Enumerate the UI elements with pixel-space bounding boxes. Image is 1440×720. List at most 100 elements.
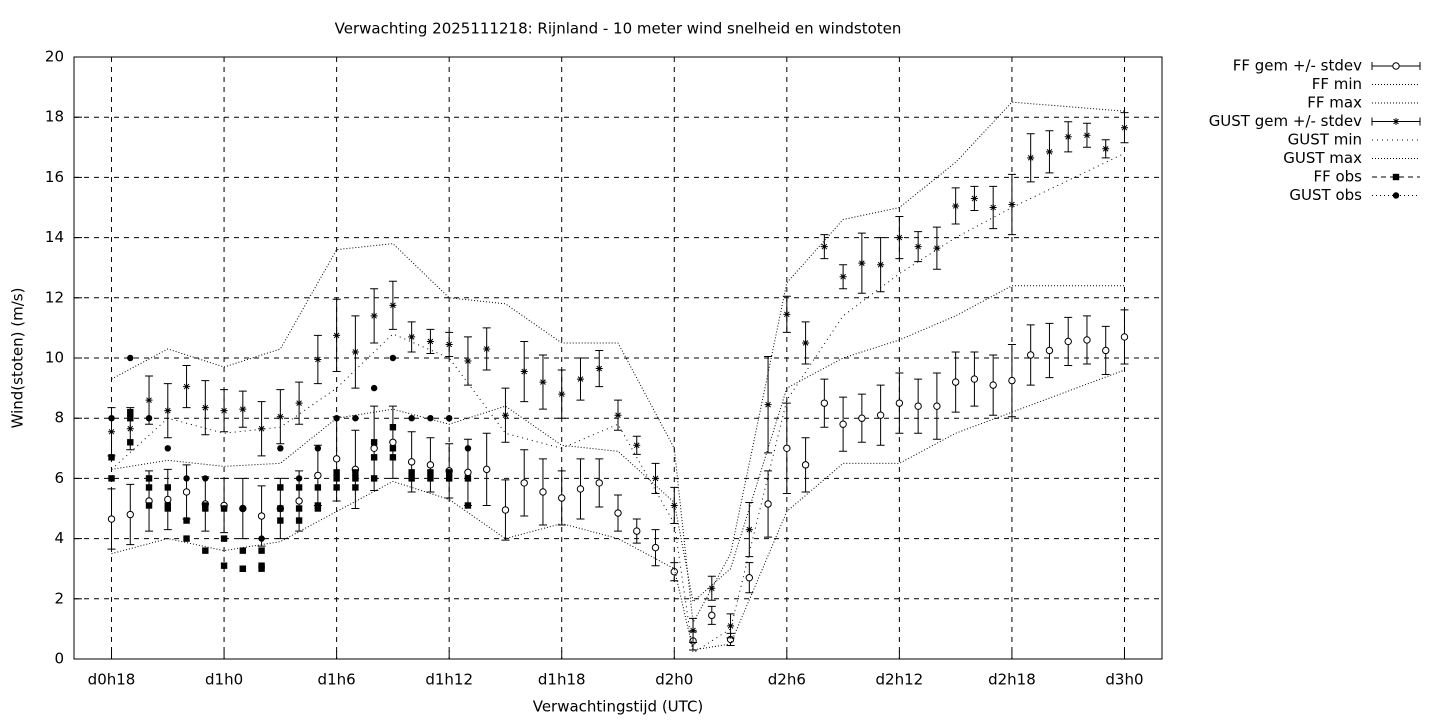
marker bbox=[333, 331, 341, 339]
marker bbox=[989, 381, 997, 389]
marker bbox=[352, 415, 359, 422]
marker bbox=[314, 484, 322, 491]
marker bbox=[202, 502, 209, 509]
legend-label: FF obs bbox=[1313, 168, 1362, 186]
marker bbox=[127, 354, 134, 362]
marker bbox=[858, 414, 866, 422]
y-tick-label: 10 bbox=[45, 349, 64, 367]
marker bbox=[595, 479, 603, 487]
y-tick-label: 0 bbox=[54, 650, 64, 668]
marker bbox=[764, 500, 772, 508]
y-tick-label: 20 bbox=[45, 48, 64, 66]
legend-label: FF gem +/- stdev bbox=[1233, 57, 1362, 75]
marker bbox=[220, 505, 228, 512]
marker bbox=[1045, 148, 1053, 156]
marker bbox=[389, 454, 397, 461]
marker bbox=[295, 517, 303, 524]
marker bbox=[127, 439, 134, 446]
marker bbox=[164, 407, 172, 415]
marker bbox=[501, 506, 510, 514]
y-tick-label: 18 bbox=[45, 108, 64, 126]
marker bbox=[183, 517, 190, 524]
marker bbox=[877, 261, 885, 269]
marker bbox=[951, 378, 960, 386]
marker bbox=[933, 402, 941, 410]
marker bbox=[933, 244, 941, 252]
marker bbox=[745, 574, 754, 582]
legend-label: GUST max bbox=[1283, 149, 1362, 167]
y-axis-label: Wind(stoten) (m/s) bbox=[9, 288, 27, 429]
marker bbox=[258, 425, 266, 433]
marker bbox=[314, 505, 322, 512]
marker bbox=[370, 444, 378, 452]
marker bbox=[333, 415, 340, 422]
marker bbox=[427, 475, 434, 482]
marker bbox=[407, 458, 416, 466]
x-tick-label: d0h18 bbox=[88, 671, 136, 689]
marker bbox=[352, 484, 359, 491]
marker bbox=[295, 497, 303, 505]
x-tick-label: d1h6 bbox=[318, 671, 356, 689]
marker bbox=[239, 405, 247, 413]
x-tick-label: d1h12 bbox=[425, 671, 473, 689]
marker bbox=[277, 505, 284, 512]
marker bbox=[370, 384, 378, 392]
marker bbox=[482, 465, 491, 474]
marker bbox=[970, 194, 978, 202]
marker bbox=[427, 469, 434, 476]
marker bbox=[427, 415, 434, 422]
marker bbox=[145, 484, 153, 491]
y-tick-label: 14 bbox=[45, 228, 64, 246]
marker bbox=[970, 375, 979, 383]
marker bbox=[952, 202, 960, 210]
legend-marker bbox=[1392, 62, 1400, 70]
x-tick-label: d1h0 bbox=[205, 671, 243, 689]
marker bbox=[426, 337, 434, 345]
marker bbox=[914, 402, 922, 410]
marker bbox=[1083, 131, 1091, 139]
marker bbox=[183, 475, 190, 482]
legend-marker bbox=[1392, 118, 1400, 125]
marker bbox=[652, 474, 660, 482]
marker bbox=[314, 356, 322, 364]
marker bbox=[201, 404, 209, 412]
y-tick-label: 8 bbox=[54, 409, 64, 427]
marker bbox=[708, 611, 716, 620]
range-line bbox=[111, 285, 1125, 603]
marker bbox=[370, 312, 378, 320]
marker bbox=[408, 469, 415, 476]
marker bbox=[1026, 351, 1035, 359]
marker bbox=[389, 424, 397, 431]
marker bbox=[389, 354, 397, 362]
marker bbox=[352, 469, 359, 476]
marker bbox=[1102, 145, 1110, 153]
marker bbox=[670, 501, 678, 509]
marker bbox=[464, 468, 472, 477]
marker bbox=[764, 401, 772, 409]
marker bbox=[333, 469, 340, 476]
marker bbox=[576, 375, 584, 383]
marker bbox=[108, 428, 116, 436]
marker bbox=[1064, 133, 1072, 141]
marker bbox=[426, 461, 435, 469]
marker bbox=[126, 425, 134, 433]
marker bbox=[108, 475, 115, 482]
marker bbox=[745, 526, 753, 534]
marker bbox=[295, 475, 303, 482]
marker bbox=[614, 509, 622, 517]
marker bbox=[370, 475, 378, 482]
marker bbox=[820, 243, 828, 251]
marker bbox=[558, 494, 566, 502]
marker bbox=[483, 345, 491, 353]
marker bbox=[408, 333, 416, 341]
marker bbox=[239, 505, 247, 512]
x-tick-label: d3h0 bbox=[1105, 671, 1143, 689]
range-line bbox=[111, 101, 1125, 625]
marker bbox=[633, 527, 641, 535]
y-tick-label: 4 bbox=[54, 529, 64, 547]
marker bbox=[989, 204, 997, 211]
marker bbox=[633, 441, 641, 449]
marker bbox=[389, 445, 397, 452]
x-tick-label: d2h0 bbox=[655, 671, 693, 689]
marker bbox=[126, 510, 134, 519]
